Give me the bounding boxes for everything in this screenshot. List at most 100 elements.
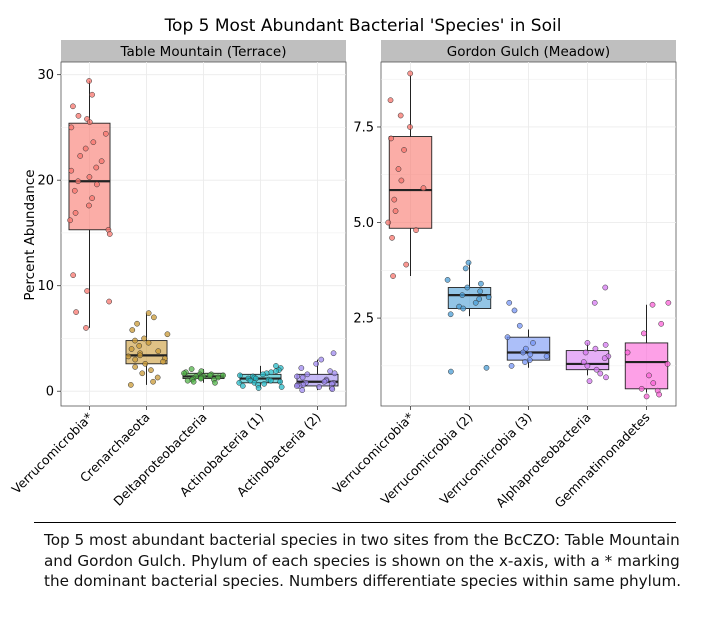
caption-divider — [34, 522, 676, 523]
data-point — [89, 91, 95, 98]
data-point — [86, 174, 93, 180]
x-tick-label: Deltaproteobacteria — [110, 410, 209, 509]
data-point — [330, 350, 337, 357]
data-point — [395, 166, 402, 172]
data-point — [459, 292, 466, 299]
data-point — [304, 371, 311, 378]
data-point — [522, 359, 528, 365]
data-point — [155, 348, 162, 354]
data-point — [646, 372, 652, 379]
data-point — [530, 340, 536, 346]
data-point — [582, 349, 589, 356]
data-point — [601, 355, 608, 362]
data-point — [462, 265, 469, 272]
data-point — [527, 351, 534, 358]
data-point — [485, 294, 492, 300]
panel-2: Gordon Gulch (Meadow)2.55.07.5Verrucomic… — [330, 40, 677, 511]
y-tick-label: 7.5 — [353, 120, 374, 135]
data-point — [154, 374, 161, 381]
data-point — [220, 372, 226, 379]
data-point — [477, 288, 484, 295]
data-point — [294, 383, 300, 389]
chart-title: Top 5 Most Abundant Bacterial 'Species' … — [164, 16, 562, 36]
data-point — [476, 296, 483, 302]
data-point — [236, 379, 243, 386]
data-point — [75, 112, 82, 119]
y-tick-label: 20 — [37, 174, 54, 189]
data-point — [447, 311, 454, 318]
data-point — [294, 373, 300, 380]
data-point — [401, 147, 407, 153]
data-point — [298, 365, 305, 371]
data-point — [543, 353, 550, 360]
data-point — [93, 164, 100, 171]
data-point — [658, 320, 665, 327]
facet-strip-bg — [381, 40, 676, 62]
data-point — [77, 153, 84, 159]
data-point — [511, 307, 518, 314]
data-point — [597, 370, 604, 377]
data-point — [403, 261, 410, 268]
data-point — [86, 202, 92, 209]
data-point — [142, 360, 149, 367]
box-1 — [388, 136, 433, 229]
data-point — [388, 135, 394, 142]
data-point — [584, 340, 591, 346]
data-point — [385, 219, 392, 226]
data-point — [268, 369, 275, 376]
data-point — [664, 361, 671, 367]
data-point — [128, 346, 135, 352]
data-point — [75, 178, 81, 185]
data-point — [82, 145, 89, 152]
y-tick-label: 10 — [37, 279, 54, 294]
data-point — [464, 284, 471, 291]
data-point — [125, 353, 132, 360]
data-point — [389, 234, 395, 241]
data-point — [478, 280, 484, 287]
data-point — [313, 360, 320, 367]
data-point — [260, 371, 266, 378]
y-tick-label: 5.0 — [353, 216, 374, 231]
data-point — [420, 185, 427, 191]
data-point — [102, 130, 109, 137]
data-point — [398, 177, 405, 184]
data-point — [504, 334, 511, 341]
data-point — [278, 384, 285, 390]
facet-strip-bg — [61, 40, 346, 62]
data-point — [602, 284, 609, 291]
data-point — [141, 335, 148, 342]
data-point — [188, 366, 195, 372]
data-point — [129, 327, 136, 333]
data-point — [448, 368, 454, 375]
data-point — [329, 386, 336, 392]
data-point — [184, 377, 191, 384]
data-point — [643, 393, 650, 400]
data-point — [407, 70, 414, 77]
data-point — [98, 158, 105, 165]
data-point — [390, 273, 396, 279]
facet-strip-label: Table Mountain (Terrace) — [119, 44, 286, 60]
data-point — [151, 314, 157, 321]
box-5 — [624, 342, 669, 390]
data-point — [650, 380, 657, 386]
data-point — [520, 349, 526, 356]
data-point — [591, 299, 598, 306]
data-point — [508, 363, 515, 369]
figure-chart: Top 5 Most Abundant Bacterial 'Species' … — [9, 16, 677, 511]
data-point — [299, 374, 306, 381]
facet-strip-label: Gordon Gulch (Meadow) — [447, 44, 610, 60]
data-point — [472, 299, 479, 306]
data-point — [68, 124, 75, 131]
data-point — [164, 331, 171, 338]
data-point — [237, 372, 243, 379]
data-point — [506, 299, 513, 306]
data-point — [127, 382, 134, 388]
data-point — [73, 309, 79, 315]
data-point — [465, 259, 472, 266]
y-tick-label: 0 — [46, 385, 54, 400]
data-point — [206, 372, 213, 379]
data-point — [640, 330, 647, 337]
panel-1: Table Mountain (Terrace) 0 10 20 30 Verrucomi… — [9, 40, 347, 509]
data-point — [94, 181, 100, 188]
y-tick-label: 2.5 — [353, 312, 374, 327]
